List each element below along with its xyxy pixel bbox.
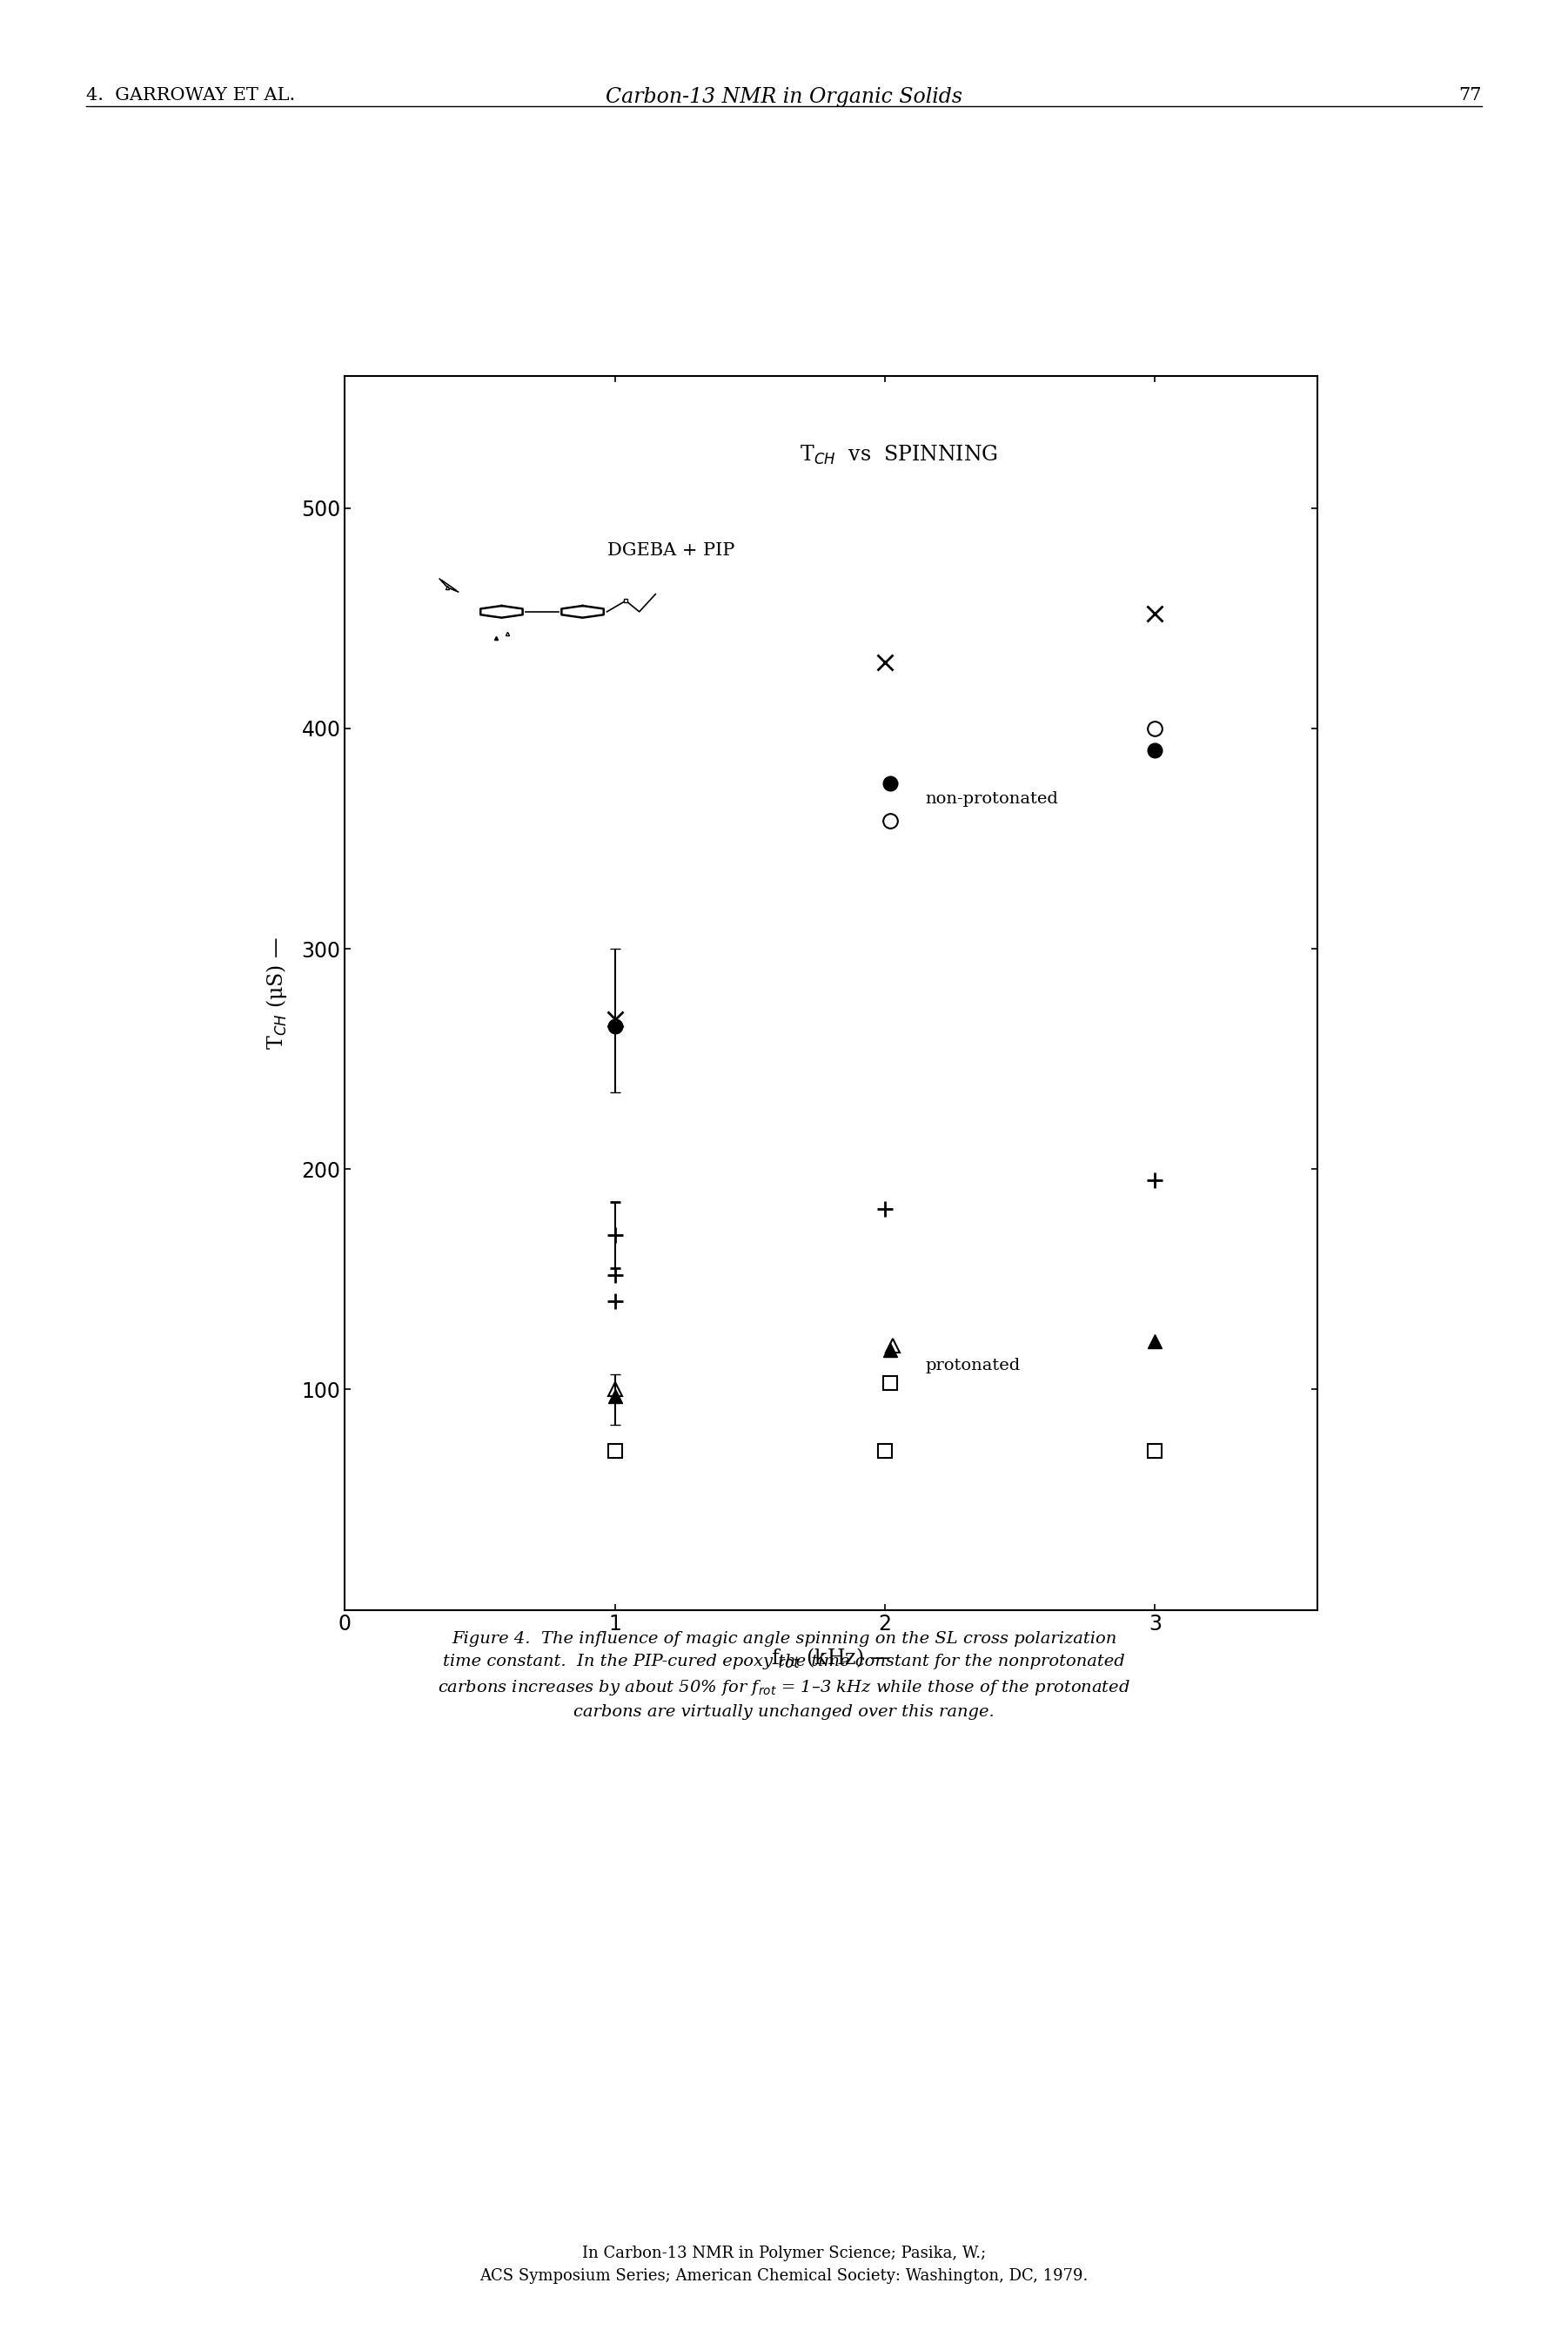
Text: DGEBA + PIP: DGEBA + PIP [607, 543, 735, 559]
Text: protonated: protonated [925, 1358, 1021, 1372]
Y-axis label: T$_{CH}$ (μS) —: T$_{CH}$ (μS) — [265, 935, 289, 1050]
Text: non-protonated: non-protonated [925, 792, 1058, 806]
Text: In Carbon-13 NMR in Polymer Science; Pasika, W.;
ACS Symposium Series; American : In Carbon-13 NMR in Polymer Science; Pas… [480, 2247, 1088, 2284]
Text: T$_{CH}$  vs  SPINNING: T$_{CH}$ vs SPINNING [800, 444, 999, 468]
Text: Figure 4.  The influence of magic angle spinning on the SL cross polarization
ti: Figure 4. The influence of magic angle s… [437, 1631, 1131, 1720]
Text: Carbon-13 NMR in Organic Solids: Carbon-13 NMR in Organic Solids [605, 87, 963, 108]
X-axis label: f$_{rot}$ (kHz) —: f$_{rot}$ (kHz) — [771, 1647, 891, 1671]
Text: 4.  GARROWAY ET AL.: 4. GARROWAY ET AL. [86, 87, 295, 103]
Text: 77: 77 [1458, 87, 1482, 103]
